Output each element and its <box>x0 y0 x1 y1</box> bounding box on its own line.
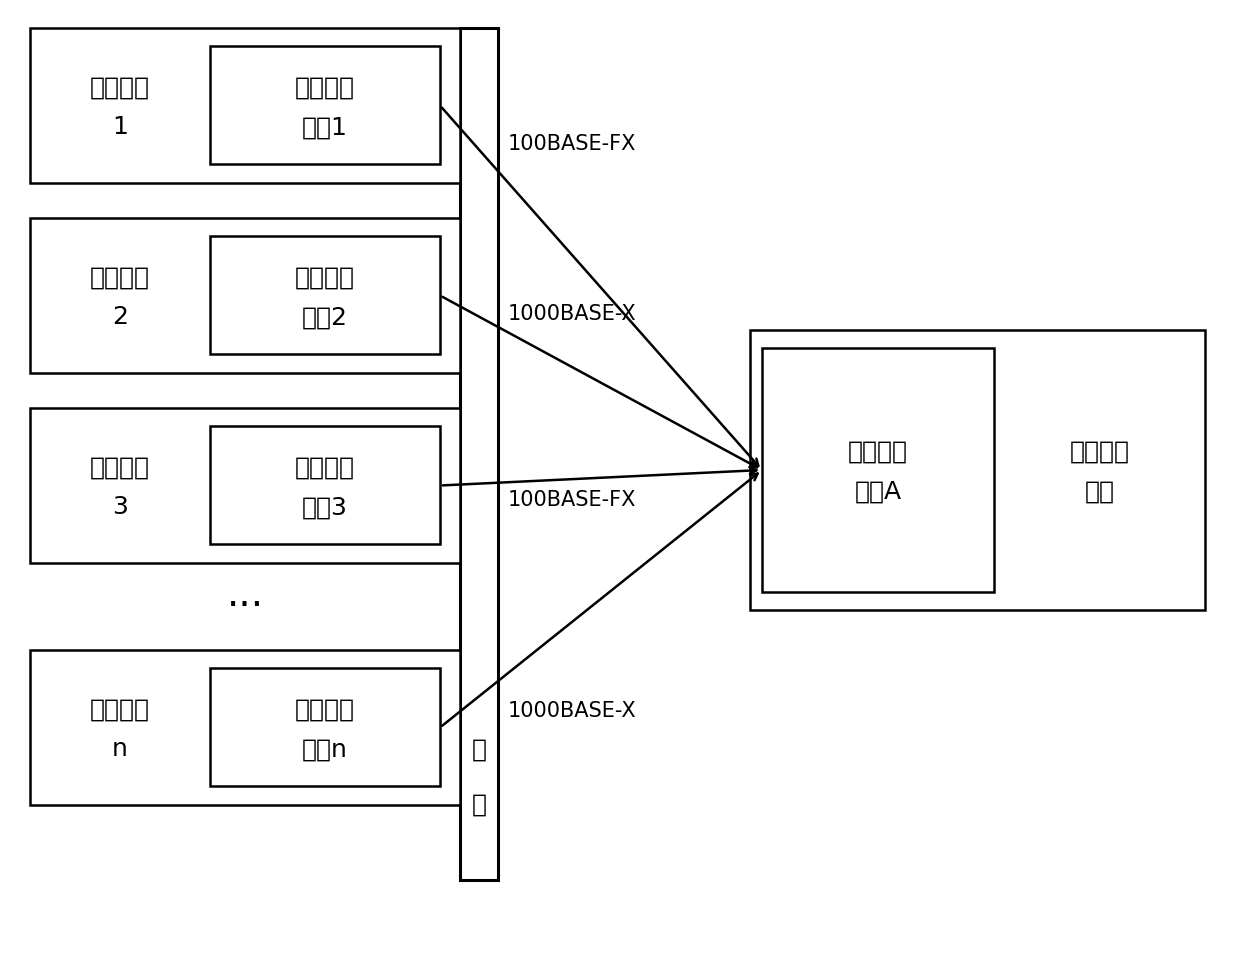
Text: 以太端口: 以太端口 <box>295 455 355 480</box>
Text: 以太端口: 以太端口 <box>295 76 355 99</box>
Text: 100BASE-FX: 100BASE-FX <box>508 490 636 510</box>
Text: 以太端口: 以太端口 <box>295 265 355 289</box>
Text: 设备: 设备 <box>1085 480 1115 504</box>
Bar <box>210 47 440 164</box>
Text: 芯片2: 芯片2 <box>303 306 348 329</box>
Text: 1000BASE-X: 1000BASE-X <box>508 701 636 721</box>
Text: 芯片n: 芯片n <box>303 738 348 761</box>
Text: 背: 背 <box>471 738 486 762</box>
Text: n: n <box>112 738 128 761</box>
Text: 通信设备: 通信设备 <box>91 76 150 99</box>
Text: 通信设备: 通信设备 <box>91 697 150 721</box>
Bar <box>30 218 460 373</box>
Bar <box>30 650 460 805</box>
Text: 3: 3 <box>112 495 128 519</box>
Text: 以太端口: 以太端口 <box>848 440 908 464</box>
Bar <box>750 330 1205 610</box>
Text: ···: ··· <box>227 587 264 625</box>
Text: 1000BASE-X: 1000BASE-X <box>508 304 636 324</box>
Bar <box>30 28 460 183</box>
Bar <box>210 237 440 354</box>
Text: 板: 板 <box>471 793 486 817</box>
Text: 2: 2 <box>112 306 128 329</box>
Bar <box>460 28 498 880</box>
Text: 芯片3: 芯片3 <box>303 495 348 519</box>
Bar <box>210 668 440 787</box>
Text: 以太端口: 以太端口 <box>295 697 355 721</box>
Text: 100BASE-FX: 100BASE-FX <box>508 134 636 154</box>
Text: 芯片1: 芯片1 <box>303 116 348 140</box>
Bar <box>30 408 460 563</box>
Bar <box>210 426 440 545</box>
Text: 第一通信: 第一通信 <box>1069 440 1130 464</box>
Text: 通信设备: 通信设备 <box>91 455 150 480</box>
Bar <box>763 348 994 592</box>
Text: 通信设备: 通信设备 <box>91 265 150 289</box>
Text: 芯片A: 芯片A <box>854 480 901 504</box>
Text: 1: 1 <box>112 116 128 140</box>
